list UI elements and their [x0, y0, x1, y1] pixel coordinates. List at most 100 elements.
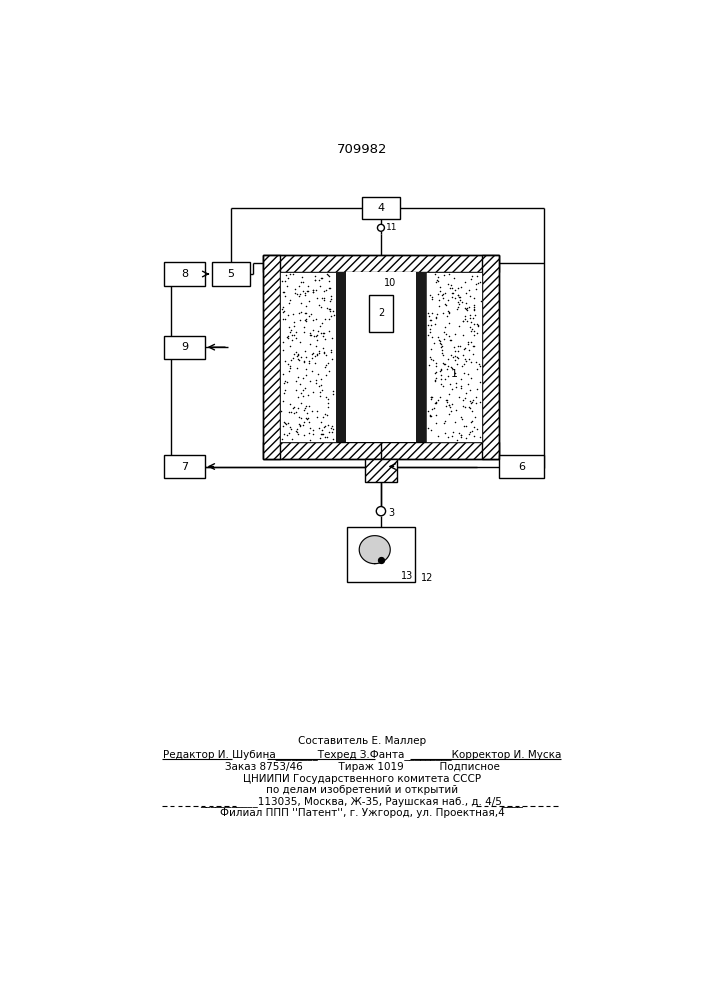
Point [327, 303, 339, 319]
Point [423, 357, 435, 373]
Text: 6: 6 [518, 462, 525, 472]
Text: 3: 3 [389, 508, 395, 518]
Point [468, 301, 479, 317]
Bar [499, 455, 544, 478]
Point [459, 308, 470, 324]
Point [444, 332, 455, 348]
Text: 7: 7 [181, 462, 188, 472]
Point [317, 270, 328, 286]
Point [288, 318, 300, 334]
Point [454, 296, 465, 312]
Point [452, 280, 464, 296]
Point [288, 314, 300, 330]
Point [424, 324, 436, 340]
Point [428, 400, 440, 416]
Point [451, 375, 462, 391]
Point [315, 426, 327, 442]
Point [288, 399, 299, 415]
Point [457, 294, 468, 310]
Point [315, 278, 326, 294]
Point [307, 284, 318, 300]
Point [468, 323, 479, 339]
Point [464, 424, 476, 440]
Bar [280, 272, 336, 442]
Point [435, 363, 446, 379]
Point [307, 282, 318, 298]
Point [452, 299, 463, 315]
Point [443, 358, 454, 374]
Point [315, 414, 327, 430]
Point [431, 364, 442, 380]
Point [285, 421, 296, 437]
Point [298, 319, 309, 335]
Point [325, 420, 337, 436]
Point [469, 299, 480, 315]
Point [443, 429, 454, 445]
Point [424, 407, 436, 423]
Point [315, 270, 327, 286]
Point [439, 356, 450, 372]
Point [444, 305, 455, 321]
Point [375, 552, 387, 568]
Point [461, 385, 472, 401]
Point [315, 388, 326, 404]
Point [300, 285, 311, 301]
Text: Составитель Е. Маллер: Составитель Е. Маллер [298, 736, 426, 746]
Point [320, 357, 332, 373]
Point [468, 428, 479, 444]
Point [447, 396, 458, 412]
Point [474, 374, 485, 390]
Point [457, 313, 468, 329]
Point [426, 291, 438, 307]
Point [458, 365, 469, 381]
Point [472, 268, 483, 284]
Point [470, 281, 481, 297]
Point [450, 379, 462, 395]
Point [311, 332, 322, 348]
Point [286, 404, 297, 420]
Point [293, 409, 305, 425]
Point [322, 267, 334, 283]
Point [276, 273, 288, 289]
Point [474, 429, 486, 445]
Point [311, 403, 322, 419]
Point [425, 389, 436, 405]
Point [449, 348, 460, 364]
Point [315, 377, 327, 393]
Point [462, 366, 474, 382]
Text: 10: 10 [384, 278, 397, 288]
Point [431, 274, 442, 290]
Point [311, 375, 322, 391]
Text: Редактор И. Шубина________Техред З.Фанта_________Корректор И. Муска: Редактор И. Шубина________Техред З.Фанта… [163, 749, 561, 760]
Point [284, 292, 296, 308]
Text: Филиал ППП ''Патент'', г. Ужгород, ул. Проектная,4: Филиал ППП ''Патент'', г. Ужгород, ул. П… [220, 808, 504, 818]
Point [282, 374, 293, 390]
Point [309, 348, 320, 364]
Point [284, 363, 295, 379]
Point [446, 285, 457, 301]
Point [425, 408, 436, 424]
Point [293, 400, 304, 416]
Point [295, 385, 306, 401]
Point [284, 358, 296, 374]
Point [318, 292, 329, 308]
Point [467, 346, 479, 362]
Point [469, 338, 480, 354]
Point [304, 420, 315, 436]
Point [288, 346, 300, 362]
Point [312, 347, 323, 363]
Point [471, 276, 482, 292]
Point [303, 355, 315, 371]
Point [327, 386, 339, 402]
Point [277, 334, 288, 350]
Point [440, 326, 452, 342]
Point [436, 339, 447, 355]
Point [279, 303, 290, 319]
Point [431, 415, 442, 431]
Point [435, 335, 446, 351]
Point [461, 295, 472, 311]
Point [277, 393, 288, 409]
Point [446, 381, 457, 397]
Point [320, 331, 331, 347]
Point [466, 413, 477, 429]
